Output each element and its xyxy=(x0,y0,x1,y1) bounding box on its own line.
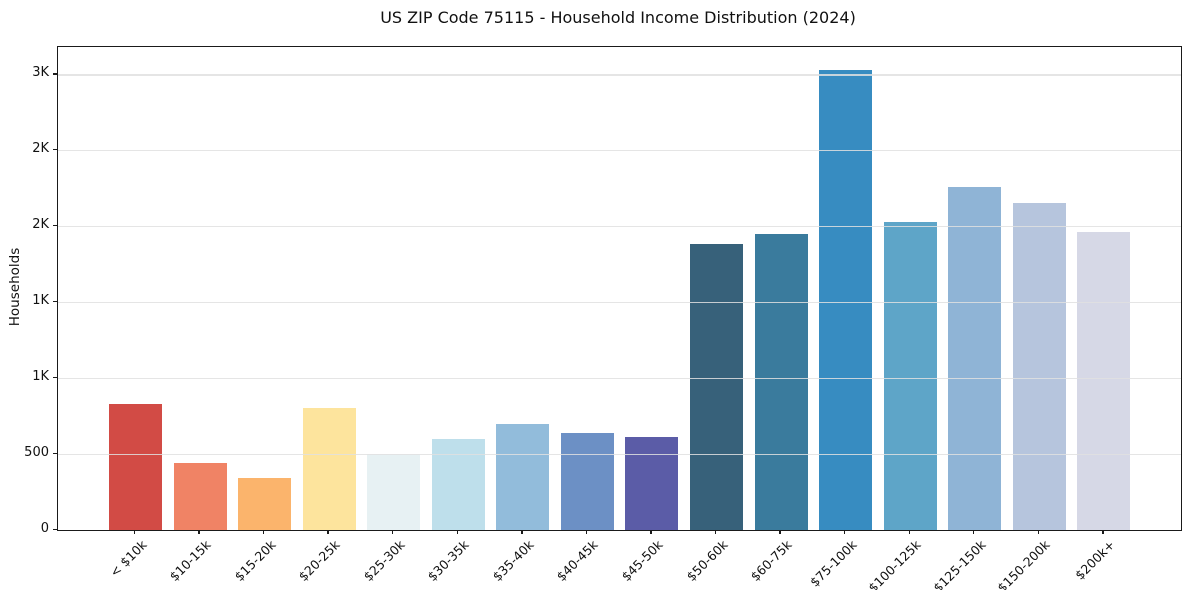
chart-title: US ZIP Code 75115 - Household Income Dis… xyxy=(380,8,856,27)
bar-< $10k xyxy=(109,403,162,530)
gridline-2K xyxy=(58,150,1181,152)
gridline-1K xyxy=(58,378,1181,380)
bar-$15-20k xyxy=(238,478,292,530)
y-tick-mark xyxy=(53,225,57,227)
x-tick-mark xyxy=(133,530,136,535)
x-tick-label-$15-20k: $15-20k xyxy=(231,537,279,585)
x-tick-mark xyxy=(779,530,781,535)
bar-$200k+ xyxy=(1077,232,1131,530)
y-tick-mark xyxy=(53,452,57,455)
plot-area xyxy=(57,46,1182,531)
x-tick-label-$125-150k: $125-150k xyxy=(930,537,989,590)
x-tick-mark xyxy=(327,530,329,535)
bar-$35-40k xyxy=(496,423,550,530)
bar-$150-200k xyxy=(1012,203,1066,530)
x-tick-label-$200k+: $200k+ xyxy=(1071,537,1118,583)
x-tick-label-$150-200k: $150-200k xyxy=(994,537,1053,590)
bar-$20-25k xyxy=(302,408,356,530)
y-tick-label-0: 0 xyxy=(40,521,49,536)
x-tick-mark xyxy=(714,530,717,535)
x-tick-mark xyxy=(650,530,652,535)
x-tick-mark xyxy=(1102,530,1104,535)
y-axis-label: Households xyxy=(7,247,23,327)
bar-$125-150k xyxy=(948,186,1002,530)
y-tick-label-1K: 1K xyxy=(32,293,49,309)
x-tick-mark xyxy=(198,530,200,535)
x-tick-mark xyxy=(973,530,975,535)
bar-$100-125k xyxy=(883,221,937,530)
x-tick-mark xyxy=(908,530,910,535)
x-tick-mark xyxy=(456,530,458,535)
y-tick-mark xyxy=(53,376,57,379)
bar-$40-45k xyxy=(560,432,614,530)
x-tick-label-$35-40k: $35-40k xyxy=(489,537,537,585)
bar-$30-35k xyxy=(431,438,485,530)
y-tick-mark xyxy=(53,149,57,151)
y-tick-label-3K: 3K xyxy=(32,65,49,81)
y-tick-label-2K: 2K xyxy=(32,141,49,157)
bar-$45-50k xyxy=(625,437,679,530)
x-tick-label-$25-30k: $25-30k xyxy=(360,537,408,585)
x-tick-label-$100-125k: $100-125k xyxy=(865,537,924,590)
x-tick-label-$20-25k: $20-25k xyxy=(295,537,343,585)
y-tick-mark xyxy=(53,300,57,303)
x-tick-label-$50-60k: $50-60k xyxy=(683,537,731,585)
x-tick-label-$60-75k: $60-75k xyxy=(747,537,795,585)
x-tick-mark xyxy=(521,530,523,535)
x-tick-label-$30-35k: $30-35k xyxy=(424,537,472,585)
x-tick-mark xyxy=(1037,530,1040,535)
y-tick-label-2K: 2K xyxy=(32,217,49,233)
x-tick-label-$10-15k: $10-15k xyxy=(166,537,214,585)
x-tick-mark xyxy=(392,530,394,535)
x-tick-mark xyxy=(262,530,265,535)
gridline-1K xyxy=(58,302,1181,304)
gridline-500 xyxy=(58,454,1181,456)
bar-$50-60k xyxy=(690,244,744,530)
x-tick-mark xyxy=(843,530,846,535)
bar-$60-75k xyxy=(754,233,808,530)
y-tick-mark xyxy=(53,528,57,531)
x-tick-label-$75-100k: $75-100k xyxy=(806,537,860,590)
bar-$25-30k xyxy=(367,454,421,530)
gridline-3K xyxy=(58,74,1181,76)
bar-$75-100k xyxy=(819,69,873,530)
bar-$10-15k xyxy=(173,463,227,530)
y-tick-label-500: 500 xyxy=(24,445,49,461)
y-tick-label-1K: 1K xyxy=(32,369,49,385)
x-tick-label-< $10k: < $10k xyxy=(106,537,150,580)
y-tick-mark xyxy=(53,73,57,75)
x-tick-mark xyxy=(585,530,588,535)
gridline-2K xyxy=(58,226,1181,228)
x-tick-label-$40-45k: $40-45k xyxy=(553,537,602,585)
x-tick-label-$45-50k: $45-50k xyxy=(618,537,666,585)
